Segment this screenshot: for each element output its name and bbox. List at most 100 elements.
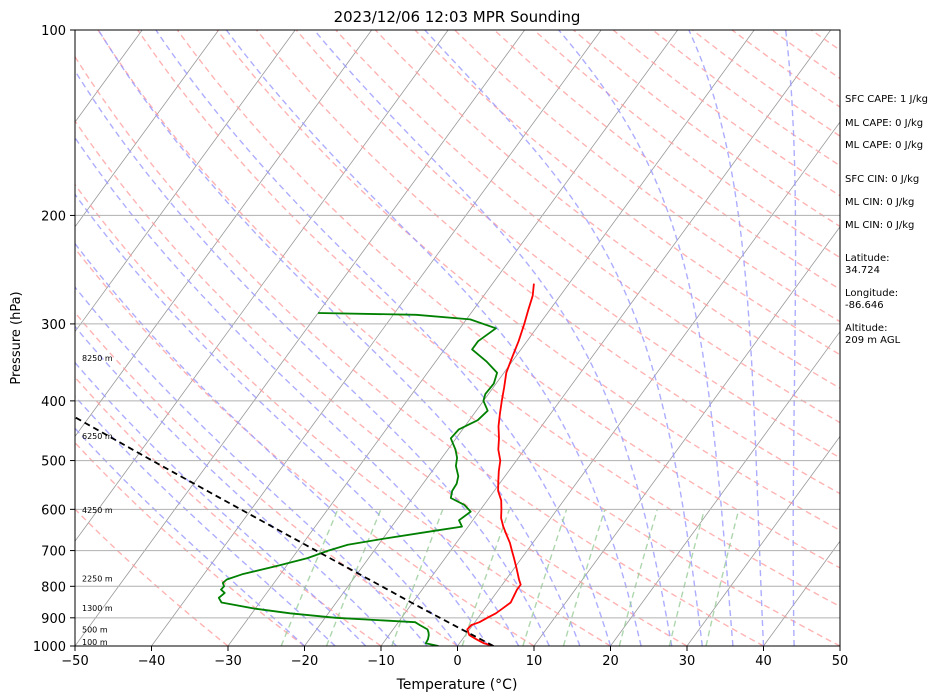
moist-adiabat-line bbox=[688, 30, 765, 646]
altitude-label: Altitude: bbox=[845, 323, 887, 334]
temperature-profile-line bbox=[466, 283, 535, 646]
latitude-value: 34.724 bbox=[845, 265, 880, 276]
isotherm-line bbox=[304, 30, 755, 646]
height-label: 6250 m bbox=[82, 432, 113, 441]
dry-adiabat-line bbox=[335, 30, 840, 424]
background-lines bbox=[75, 30, 840, 646]
mixing-ratio-line bbox=[522, 509, 568, 646]
isotherm-line bbox=[75, 30, 296, 333]
x-tick-label: 30 bbox=[679, 654, 696, 669]
height-label: 4250 m bbox=[82, 506, 113, 515]
dry-adiabat-line bbox=[75, 55, 764, 646]
moist-adiabat-line bbox=[75, 325, 397, 646]
latitude-label: Latitude: bbox=[845, 253, 890, 264]
moist-adiabat-line bbox=[75, 395, 336, 646]
moist-adiabat-line bbox=[75, 193, 489, 646]
dry-adiabat-line bbox=[75, 247, 535, 646]
y-tick-label: 100 bbox=[41, 24, 66, 39]
moist-adiabat-line bbox=[75, 242, 459, 646]
sounding-info-panel: SFC CAPE: 1 J/kg ML CAPE: 0 J/kg ML CAPE… bbox=[845, 94, 928, 346]
height-label: 1300 m bbox=[82, 604, 113, 613]
chart-title: 2023/12/06 12:03 MPR Sounding bbox=[334, 8, 581, 26]
longitude-value: -86.646 bbox=[845, 300, 884, 311]
x-tick-label: −30 bbox=[214, 654, 241, 669]
parcel-profile-line bbox=[75, 416, 494, 646]
dry-adiabat-line bbox=[137, 30, 840, 608]
moist-adiabat-line bbox=[225, 30, 642, 646]
profiles bbox=[75, 283, 535, 646]
y-tick-label: 500 bbox=[41, 455, 66, 470]
dry-adiabat-line bbox=[295, 30, 840, 459]
height-label: 2250 m bbox=[82, 575, 113, 584]
moist-adiabat-line bbox=[313, 30, 673, 646]
dry-adiabat-line bbox=[493, 30, 840, 291]
x-axis: −50 −40 −30 −20 −10 0 10 20 30 40 50 bbox=[61, 646, 848, 669]
dry-adiabat-line bbox=[75, 183, 611, 646]
moist-adiabat-line bbox=[75, 361, 367, 646]
mixing-ratio-line bbox=[461, 509, 511, 646]
moist-adiabat-line bbox=[97, 30, 581, 646]
dry-adiabat-line bbox=[75, 311, 458, 646]
isotherm-line bbox=[227, 30, 679, 646]
y-tick-label: 900 bbox=[41, 612, 66, 627]
moist-adiabat-line bbox=[558, 30, 734, 646]
moist-adiabat-line bbox=[75, 69, 550, 646]
dry-adiabat-line bbox=[97, 30, 840, 646]
ml-cape-text-2: ML CAPE: 0 J/kg bbox=[845, 140, 923, 151]
y-tick-label: 200 bbox=[41, 209, 66, 224]
moist-adiabat-line bbox=[785, 30, 797, 646]
sfc-cape-text: SFC CAPE: 1 J/kg bbox=[845, 94, 928, 105]
altitude-value: 209 m AGL bbox=[845, 335, 901, 346]
isotherm-line bbox=[75, 30, 220, 228]
x-tick-label: −10 bbox=[367, 654, 394, 669]
x-axis-label: Temperature (°C) bbox=[396, 677, 518, 693]
x-tick-label: −40 bbox=[138, 654, 165, 669]
moist-adiabat-line bbox=[155, 30, 612, 646]
x-tick-label: 0 bbox=[453, 654, 461, 669]
y-tick-label: 400 bbox=[41, 395, 66, 410]
dry-adiabat-line bbox=[75, 441, 305, 646]
moist-adiabat-line bbox=[75, 427, 305, 646]
longitude-label: Longitude: bbox=[845, 288, 898, 299]
isotherm-line bbox=[75, 30, 449, 542]
y-tick-label: 300 bbox=[41, 318, 66, 333]
y-axis-label: Pressure (hPa) bbox=[9, 291, 24, 384]
mixing-ratio-line bbox=[705, 509, 740, 646]
x-tick-label: −50 bbox=[61, 654, 88, 669]
isotherm-line bbox=[380, 30, 832, 646]
ml-cin-text-2: ML CIN: 0 J/kg bbox=[845, 220, 914, 231]
dry-adiabat-line bbox=[75, 119, 688, 646]
ml-cape-text: ML CAPE: 0 J/kg bbox=[845, 118, 923, 129]
y-tick-label: 800 bbox=[41, 580, 66, 595]
x-tick-label: 40 bbox=[755, 654, 772, 669]
mixing-ratio-line bbox=[562, 509, 606, 646]
y-tick-label: 600 bbox=[41, 503, 66, 518]
dry-adiabat-line bbox=[75, 508, 229, 646]
dry-adiabat-line bbox=[216, 30, 840, 532]
y-tick-label: 1000 bbox=[33, 640, 66, 655]
dry-adiabat-line bbox=[374, 30, 840, 390]
height-labels: 100 m 500 m 1300 m 2250 m 4250 m 6250 m 8250 m bbox=[82, 354, 113, 647]
sfc-cin-text: SFC CIN: 0 J/kg bbox=[845, 174, 919, 185]
ml-cin-text: ML CIN: 0 J/kg bbox=[845, 197, 914, 208]
dewpoint-profile-line bbox=[217, 312, 498, 646]
dry-adiabat-line bbox=[176, 30, 840, 569]
mixing-ratio-line bbox=[325, 509, 382, 646]
x-tick-label: 10 bbox=[526, 654, 543, 669]
x-tick-label: 20 bbox=[602, 654, 619, 669]
moist-adiabat-line bbox=[75, 136, 520, 646]
height-label: 500 m bbox=[82, 626, 108, 635]
y-tick-label: 700 bbox=[41, 545, 66, 560]
height-label: 8250 m bbox=[82, 354, 113, 363]
isotherm-line bbox=[75, 30, 373, 438]
moist-adiabat-line bbox=[424, 30, 703, 646]
isotherm-line bbox=[686, 435, 840, 646]
x-tick-label: 50 bbox=[832, 654, 849, 669]
isotherm-line bbox=[533, 226, 840, 646]
y-axis: 100 200 300 400 500 600 700 800 900 1000 bbox=[33, 24, 75, 655]
height-label: 100 m bbox=[82, 638, 108, 647]
isotherm-line bbox=[75, 30, 526, 646]
x-tick-label: −20 bbox=[291, 654, 318, 669]
isotherm-line bbox=[763, 540, 840, 646]
